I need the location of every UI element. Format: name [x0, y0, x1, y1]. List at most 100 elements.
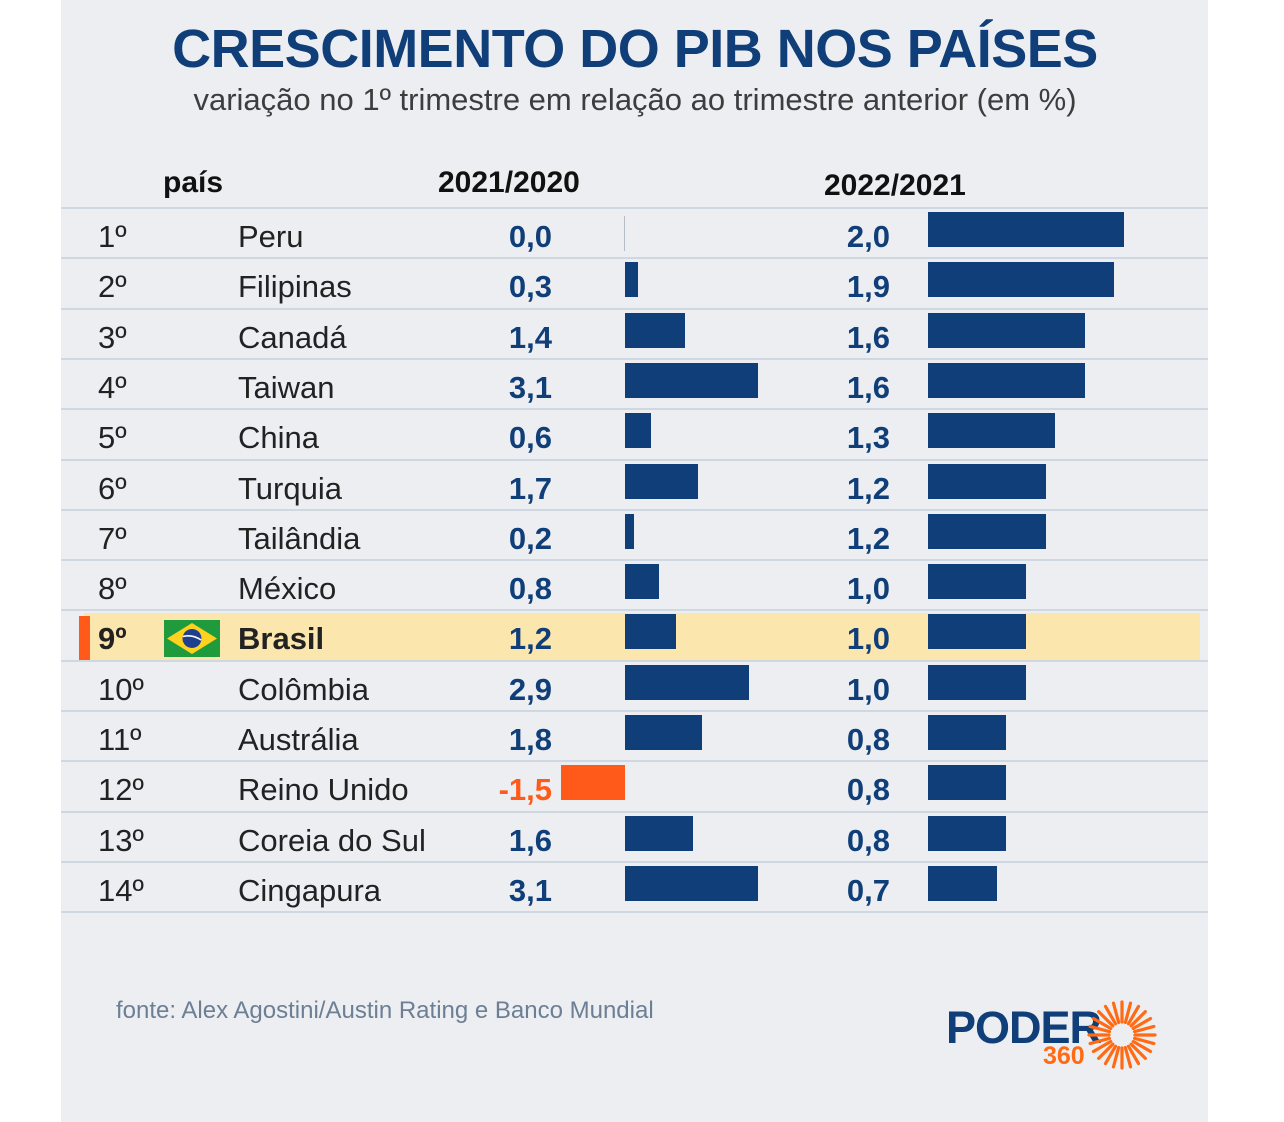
bar-2022-2021	[928, 614, 1026, 650]
bar-2021-2020	[625, 262, 638, 298]
row-separator	[61, 207, 1208, 209]
rank-label: 10º	[98, 671, 144, 707]
rank-label: 4º	[98, 369, 127, 405]
country-label: Cingapura	[238, 872, 382, 908]
value-2022-2021: 1,6	[846, 319, 890, 355]
bar-2022-2021	[928, 362, 1085, 398]
country-label: Coreia do Sul	[238, 822, 426, 858]
highlight-marker	[79, 616, 90, 660]
bar-2021-2020	[625, 815, 694, 851]
country-label: Tailândia	[238, 520, 361, 556]
value-2022-2021: 1,9	[846, 269, 890, 305]
value-2022-2021: 0,8	[846, 822, 890, 858]
header-2021-2020: 2021/2020	[438, 166, 580, 199]
bar-2022-2021	[928, 212, 1124, 247]
bar-2021-2020	[625, 614, 677, 650]
value-2022-2021: 1,0	[846, 671, 890, 707]
country-label: Turquia	[238, 470, 342, 506]
value-2022-2021: 1,0	[846, 621, 890, 657]
bar-2022-2021	[928, 463, 1046, 499]
sun-rays-icon	[1087, 1000, 1157, 1070]
value-2021-2020: 0,6	[508, 420, 552, 456]
header-country: país	[163, 166, 224, 199]
rank-label: 6º	[98, 470, 127, 506]
bar-2021-2020	[625, 463, 698, 499]
row-separator	[61, 860, 1208, 863]
row-separator	[61, 458, 1208, 461]
row-separator	[61, 257, 1208, 260]
rank-label: 14º	[98, 872, 144, 908]
row-separator	[61, 609, 1208, 612]
logo-poder: PODER	[946, 1002, 1102, 1053]
brazil-flag-icon	[164, 620, 220, 657]
value-2022-2021: 0,8	[846, 772, 890, 808]
country-label: Taiwan	[238, 369, 335, 405]
value-2021-2020: 0,2	[508, 520, 552, 556]
row-separator	[61, 710, 1208, 712]
row-separator	[61, 307, 1208, 310]
country-label: México	[238, 571, 337, 607]
bar-2021-2020	[560, 765, 625, 801]
value-2022-2021: 1,2	[846, 520, 890, 556]
bar-2021-2020	[625, 664, 750, 700]
row-separator	[61, 508, 1208, 511]
country-label: Reino Unido	[238, 772, 409, 808]
value-2021-2020: 1,7	[508, 470, 552, 506]
value-2021-2020: 0,8	[508, 571, 552, 607]
value-2021-2020: 1,8	[508, 722, 552, 757]
bar-2022-2021	[928, 262, 1115, 298]
bar-2021-2020	[625, 715, 703, 750]
bar-2021-2020	[625, 362, 758, 398]
value-2022-2021: 0,7	[846, 872, 890, 908]
row-separator	[61, 810, 1208, 813]
value-2022-2021: 1,2	[846, 470, 890, 506]
bar-2022-2021	[928, 815, 1007, 851]
value-2021-2020: 0,0	[508, 219, 552, 254]
value-2022-2021: 0,8	[846, 722, 890, 757]
row-separator	[61, 760, 1208, 763]
zero-axis-tick	[624, 216, 625, 251]
value-2022-2021: 2,0	[846, 219, 890, 254]
bar-2022-2021	[928, 664, 1026, 700]
bar-2022-2021	[928, 765, 1007, 801]
chart-subtitle: variação no 1º trimestre em relação ao t…	[193, 82, 1077, 117]
rank-label: 8º	[98, 571, 127, 607]
bar-2022-2021	[928, 513, 1046, 549]
country-label: Brasil	[238, 621, 325, 657]
value-2021-2020: -1,5	[498, 772, 552, 808]
country-label: Colômbia	[238, 671, 369, 707]
value-2022-2021: 1,6	[846, 369, 890, 405]
value-2021-2020: 0,3	[508, 269, 552, 305]
value-2021-2020: 3,1	[508, 872, 552, 908]
rank-label: 5º	[98, 420, 127, 456]
rank-label: 12º	[98, 772, 144, 808]
bar-2022-2021	[928, 865, 997, 901]
value-2021-2020: 1,4	[508, 319, 552, 355]
bar-2021-2020	[625, 564, 660, 600]
country-label: China	[238, 420, 319, 456]
row-separator	[61, 911, 1208, 914]
rank-label: 7º	[98, 520, 127, 556]
bar-2021-2020	[625, 513, 634, 549]
row-separator	[61, 357, 1208, 360]
country-label: Filipinas	[238, 269, 352, 305]
chart-title: CRESCIMENTO DO PIB NOS PAÍSES	[172, 19, 1098, 79]
rank-label: 2º	[98, 269, 127, 305]
country-label: Austrália	[238, 722, 359, 757]
row-separator	[61, 559, 1208, 562]
value-2021-2020: 1,6	[508, 822, 552, 858]
logo-360: 360	[1043, 1042, 1085, 1070]
rank-label: 3º	[98, 319, 127, 355]
bar-2021-2020	[625, 865, 758, 901]
rank-label: 9º	[98, 621, 127, 657]
value-2022-2021: 1,3	[846, 420, 890, 456]
bar-2021-2020	[625, 312, 685, 348]
rank-label: 11º	[98, 722, 142, 757]
value-2021-2020: 3,1	[508, 369, 552, 405]
row-separator	[61, 408, 1208, 411]
row-separator	[61, 659, 1208, 662]
rank-label: 13º	[98, 822, 144, 858]
rank-label: 1º	[98, 219, 127, 254]
country-label: Canadá	[238, 319, 347, 355]
bar-2022-2021	[928, 715, 1007, 750]
